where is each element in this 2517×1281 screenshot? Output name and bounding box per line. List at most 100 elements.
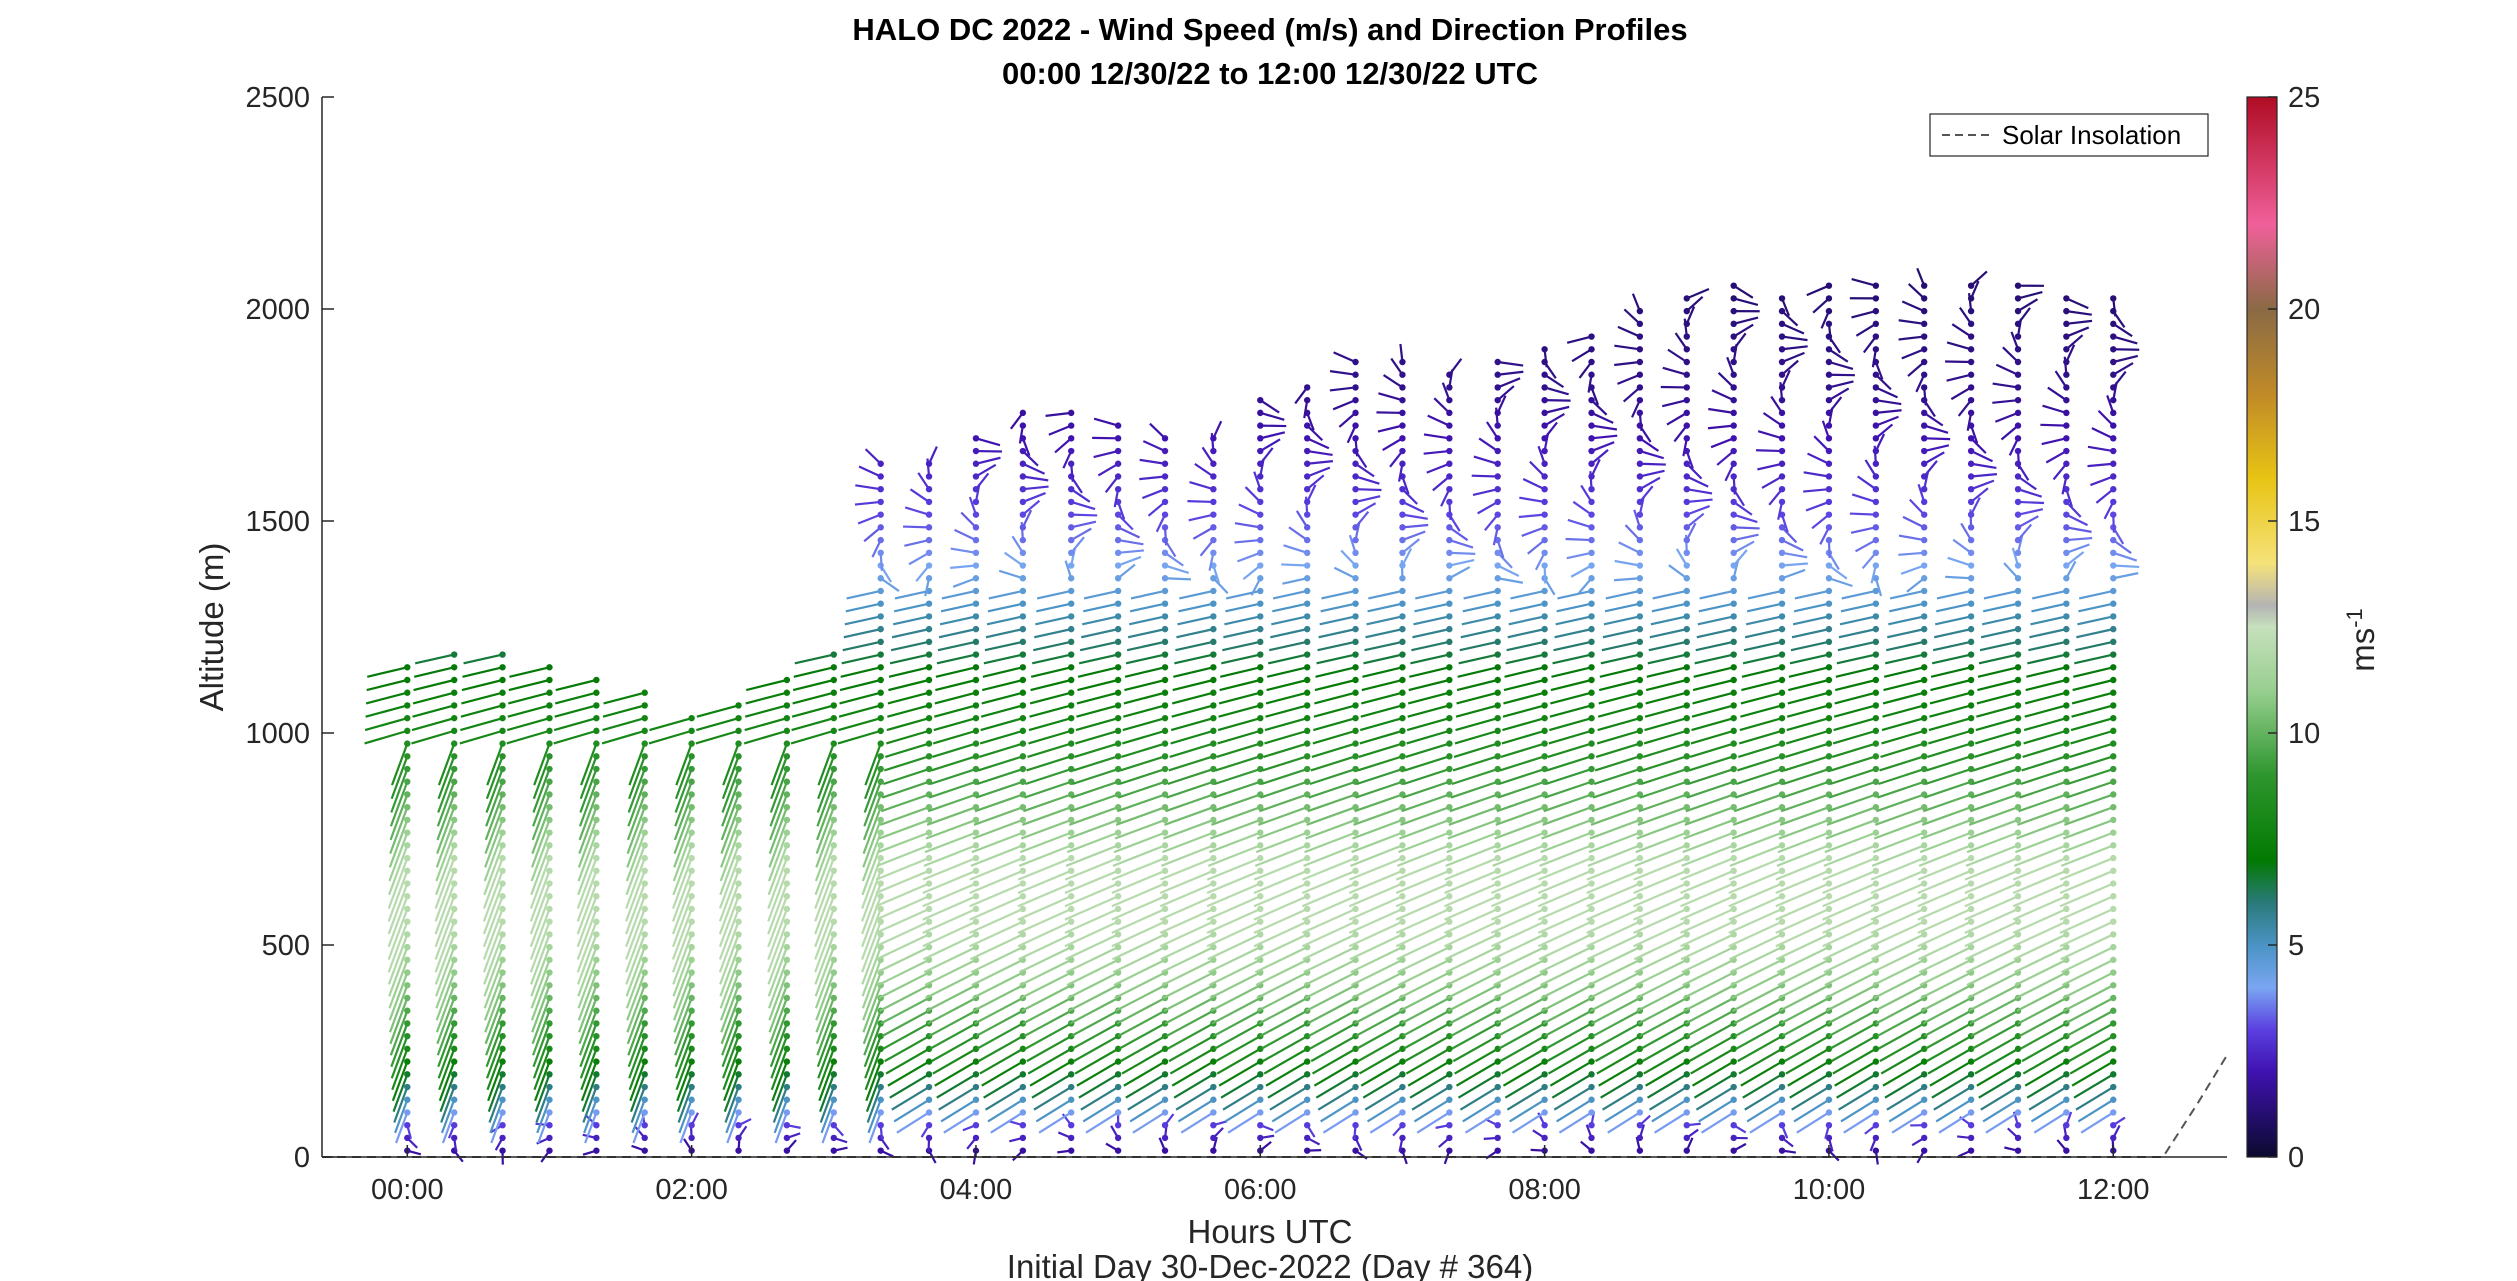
wind-arrow-shaft <box>1871 946 1925 974</box>
wind-arrow-shaft <box>2012 920 2067 948</box>
wind-arrow-shaft <box>1265 691 1308 705</box>
wind-arrow-shaft <box>1128 615 1166 626</box>
wind-arrow-shaft <box>817 743 835 786</box>
wind-arrow-shaft <box>1828 387 1850 402</box>
wind-arrow-shaft <box>1077 678 1119 692</box>
wind-arrow-head <box>1967 816 1975 824</box>
wind-arrow-shaft <box>1586 933 1641 961</box>
wind-arrow-shaft <box>2065 551 2085 567</box>
wind-arrow-shaft <box>1222 640 1261 652</box>
wind-arrow-head <box>830 829 837 836</box>
wind-arrow-head <box>735 1032 742 1040</box>
wind-arrow-shaft <box>1027 742 1072 758</box>
wind-arrow-shaft <box>1446 971 1499 999</box>
wind-arrow-head <box>2014 613 2022 620</box>
wind-arrow-head <box>1352 880 1359 887</box>
wind-arrow-shaft <box>1332 399 1356 411</box>
wind-arrow-head <box>1303 753 1311 760</box>
wind-arrow-head <box>1683 880 1690 887</box>
wind-arrow-head <box>451 702 458 709</box>
wind-arrow-shaft <box>1407 1060 1450 1087</box>
wind-arrow-shaft <box>1898 551 1925 556</box>
wind-arrow-head <box>2110 396 2117 404</box>
wind-arrow-shaft <box>1680 857 1735 881</box>
wind-arrow-head <box>1636 893 1644 900</box>
wind-arrow-shaft <box>1070 780 1119 799</box>
wind-arrow-shaft <box>509 666 550 678</box>
wind-arrow-head <box>1825 880 1833 887</box>
wind-arrow-head <box>688 1045 695 1053</box>
wind-arrow-head <box>925 905 933 913</box>
wind-arrow-shaft <box>887 691 930 705</box>
wind-arrow-shaft <box>975 780 1024 799</box>
wind-arrow-head <box>1019 727 1027 735</box>
wind-arrow-head <box>877 625 884 633</box>
wind-arrow-head <box>1210 1058 1217 1065</box>
wind-arrow-head <box>1967 549 1975 556</box>
wind-arrow-shaft <box>1168 1035 1214 1063</box>
wind-arrow-shaft <box>1633 933 1688 961</box>
wind-arrow-head <box>499 1109 506 1116</box>
wind-arrow-head <box>2110 295 2117 302</box>
wind-arrow-head <box>1352 931 1359 938</box>
wind-arrow-head <box>1352 549 1359 556</box>
wind-arrow-head <box>1541 765 1548 773</box>
wind-arrow-shaft <box>2080 1111 2114 1134</box>
wind-arrow-shaft <box>441 1112 456 1144</box>
wind-arrow-head <box>1399 625 1406 633</box>
wind-arrow-shaft <box>767 959 788 1009</box>
wind-arrow-shaft <box>1851 278 1877 287</box>
wind-arrow-head <box>1257 676 1264 684</box>
wind-arrow-shaft <box>1566 335 1592 344</box>
wind-arrow-shaft <box>1980 1086 2019 1111</box>
wind-arrow-shaft <box>1045 411 1072 417</box>
wind-arrow-head <box>1257 740 1264 747</box>
wind-arrow-head <box>877 918 884 925</box>
wind-arrow-shaft <box>2024 691 2067 705</box>
wind-arrow-head <box>2110 931 2117 938</box>
wind-arrow-shaft <box>974 793 1024 813</box>
wind-arrow-head <box>1210 460 1217 467</box>
wind-arrow-head <box>1683 498 1690 506</box>
wind-arrow-shaft <box>1162 831 1214 854</box>
wind-arrow-head <box>1588 664 1595 671</box>
wind-arrow-shaft <box>1111 907 1166 934</box>
wind-arrow-shaft <box>1638 793 1688 813</box>
wind-arrow-head <box>1019 1134 1027 1142</box>
wind-arrow-head <box>1303 867 1311 874</box>
wind-arrow-shaft <box>534 1073 551 1112</box>
wind-arrow-shaft <box>1253 920 1308 948</box>
wind-arrow-shaft <box>1221 653 1261 665</box>
wind-arrow-shaft <box>1690 729 1734 745</box>
wind-arrow-shaft <box>1595 1035 1641 1063</box>
wind-arrow-head <box>1019 676 1027 684</box>
wind-arrow-shaft <box>1992 399 2019 404</box>
wind-arrow-shaft <box>1302 857 1356 881</box>
wind-arrow-shaft <box>577 819 598 868</box>
wind-arrow-head <box>1825 536 1833 544</box>
wind-arrow-head <box>1588 727 1595 735</box>
wind-arrow-head <box>1068 1071 1075 1078</box>
wind-arrow-head <box>688 842 695 849</box>
wind-arrow-head <box>830 651 837 658</box>
wind-arrow-head <box>2014 473 2022 480</box>
wind-arrow-head <box>1920 727 1928 735</box>
wind-arrow-shaft <box>1459 1086 1499 1111</box>
wind-arrow-head <box>735 816 742 824</box>
wind-arrow-head <box>1778 575 1786 582</box>
wind-arrow-head <box>1730 842 1737 849</box>
wind-arrow-shaft <box>625 857 646 909</box>
wind-arrow-shaft <box>767 857 788 909</box>
wind-arrow-shaft <box>1066 831 1119 854</box>
wind-arrow-head <box>1352 435 1359 442</box>
wind-arrow-shaft <box>1199 539 1215 557</box>
wind-arrow-head <box>783 918 791 925</box>
wind-arrow-head <box>1920 333 1928 340</box>
wind-arrow-head <box>593 905 600 913</box>
wind-arrow-head <box>1730 575 1737 582</box>
wind-arrow-head <box>783 1083 791 1091</box>
wind-arrow-shaft <box>672 857 693 909</box>
wind-arrow-shaft <box>436 1010 456 1056</box>
wind-arrow-head <box>783 753 791 760</box>
wind-arrow-head <box>1068 549 1075 556</box>
